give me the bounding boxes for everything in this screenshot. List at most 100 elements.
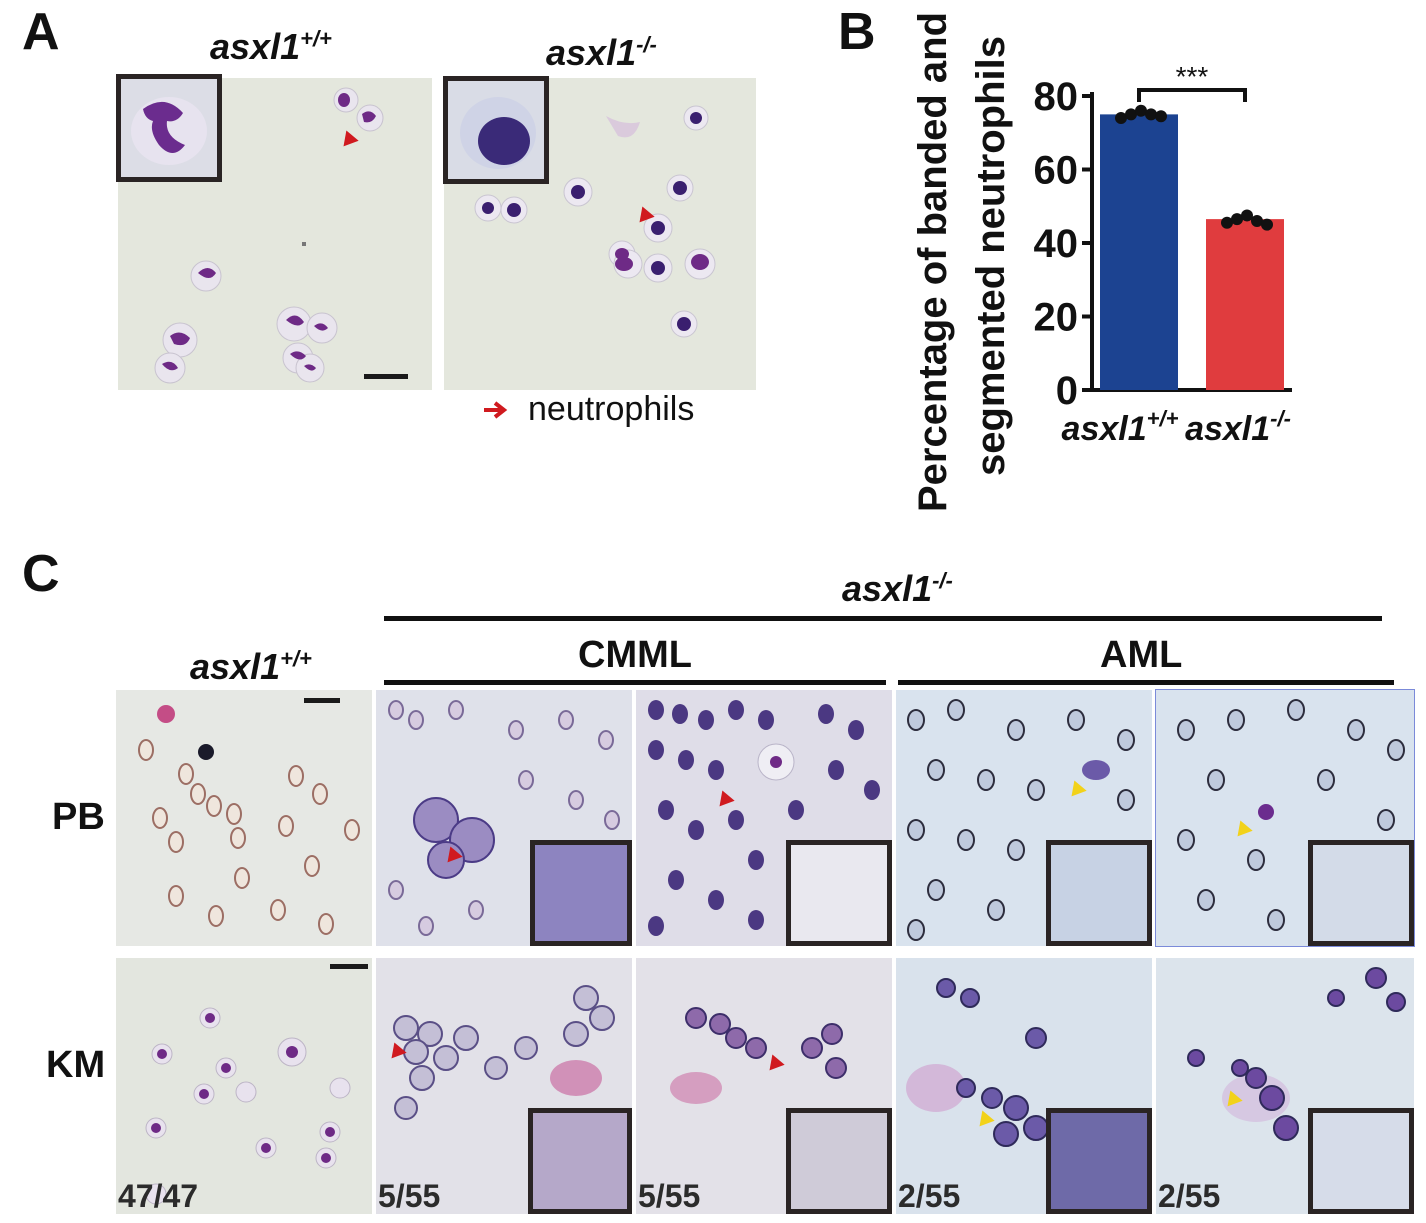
inset-pb-cmml-1 — [530, 840, 632, 946]
cells-km-aml-1 — [906, 978, 1049, 1147]
group-cmml-label: CMML — [578, 634, 692, 676]
micrograph-km-cmml-1 — [376, 958, 632, 1214]
y-tick-label: 0 — [1056, 369, 1078, 413]
data-point — [1115, 112, 1127, 125]
genotype-sup: -/- — [636, 32, 657, 57]
inset-pb-aml-1 — [1046, 840, 1152, 946]
cells-km-aml-2 — [1187, 967, 1406, 1141]
cells-pb-wt — [138, 705, 360, 935]
y-tick-label: 80 — [1034, 75, 1079, 119]
cells-a-wt — [154, 87, 384, 384]
x-tick-label: asxl1-/- — [1185, 406, 1291, 448]
inset-a-ko — [443, 76, 549, 184]
genotype-sup: -/- — [932, 568, 953, 593]
inset-cell — [460, 97, 536, 169]
arrow-marker — [1237, 820, 1253, 837]
cells-a-ko — [474, 105, 716, 338]
bar-chart: 0 20 40 60 80 *** asxl1+/+ asxl1-/- Percentage o… — [911, 12, 1292, 512]
data-point — [1135, 104, 1147, 117]
data-point — [1145, 108, 1157, 121]
bar-1 — [1206, 219, 1284, 390]
cmml-bracket-line — [384, 680, 886, 685]
data-point — [1241, 209, 1253, 222]
cells-pb-aml-1 — [907, 699, 1135, 941]
fraction-cmml-1: 5/55 — [378, 1178, 441, 1214]
gene-name: asxl1 — [190, 646, 281, 687]
significance-bracket — [1137, 88, 1247, 102]
genotype-sup: +/+ — [280, 646, 312, 671]
scale-bar — [364, 374, 408, 379]
row-label-pb: PB — [52, 796, 105, 838]
cells-pb-aml-2 — [1177, 699, 1405, 931]
arrow-marker — [639, 206, 655, 223]
arrow-marker — [1227, 1090, 1243, 1107]
y-tick-label: 20 — [1034, 296, 1079, 340]
significance-label: *** — [1176, 61, 1209, 92]
panel-a-wt-label: asxl1+/+ — [210, 26, 332, 68]
arrow-marker — [1071, 780, 1087, 797]
fraction-aml-2: 2/55 — [1158, 1178, 1221, 1214]
inset-cell — [131, 97, 207, 165]
inset-km-aml-2 — [1308, 1108, 1414, 1214]
panel-b-letter: B — [838, 3, 876, 61]
micrograph-km-aml-1 — [896, 958, 1152, 1214]
micrograph-km-wt — [116, 958, 372, 1214]
fraction-wt: 47/47 — [118, 1178, 199, 1214]
cells-km-wt — [145, 1007, 351, 1205]
micrograph-pb-aml-2 — [1155, 689, 1415, 947]
data-point — [1125, 108, 1137, 121]
row-label-km: KM — [46, 1044, 106, 1086]
inset-pb-cmml-2 — [786, 840, 892, 946]
arrow-marker — [447, 846, 463, 863]
micrograph-pb-wt — [116, 690, 372, 946]
panel-a-letter: A — [22, 3, 60, 61]
data-point — [1261, 218, 1273, 231]
fraction-aml-1: 2/55 — [898, 1178, 961, 1214]
gene-name: asxl1 — [546, 32, 637, 73]
scale-bar — [330, 964, 368, 969]
inset-pb-aml-2 — [1308, 840, 1414, 946]
inset-a-wt — [116, 74, 222, 182]
y-tick-label: 60 — [1034, 149, 1079, 193]
data-point — [1251, 214, 1263, 227]
scale-bar — [304, 698, 340, 703]
arrow-marker — [769, 1054, 785, 1071]
gene-name: asxl1 — [210, 26, 301, 67]
bar-0 — [1100, 114, 1178, 390]
group-aml-label: AML — [1100, 634, 1183, 676]
micrograph-pb-cmml-2 — [636, 690, 892, 946]
micrograph-pb-cmml-1 — [376, 690, 632, 946]
mutant-bracket-line — [384, 616, 1382, 621]
micrograph-pb-aml-1 — [896, 690, 1152, 946]
y-tick-label: 40 — [1034, 222, 1079, 266]
y-axis-label-line1: Percentage of banded and — [911, 12, 955, 512]
aml-bracket-line — [898, 680, 1394, 685]
legend-arrow-icon — [484, 401, 508, 419]
y-axis-label-line2: segmented neutrophils — [969, 36, 1013, 476]
arrow-marker — [343, 130, 359, 147]
cells-pb-cmml-1 — [388, 700, 620, 936]
gene-name: asxl1 — [842, 568, 933, 609]
data-point — [1221, 216, 1233, 229]
micrograph-km-cmml-2 — [636, 958, 892, 1214]
arrow-marker — [719, 790, 735, 807]
fraction-cmml-2: 5/55 — [638, 1178, 701, 1214]
data-point — [1155, 110, 1167, 123]
inset-km-aml-1 — [1046, 1108, 1152, 1214]
arrow-marker — [979, 1110, 995, 1127]
panel-c-wt-label: asxl1+/+ — [190, 646, 312, 688]
cells-km-cmml-2 — [670, 1007, 847, 1104]
arrow-marker — [391, 1042, 407, 1059]
panel-c-ko-label: asxl1-/- — [842, 568, 953, 610]
data-point — [1231, 213, 1243, 226]
inset-km-cmml-1 — [528, 1108, 632, 1214]
panel-a-ko-label: asxl1-/- — [546, 32, 657, 74]
legend-neutrophils: neutrophils — [528, 390, 695, 428]
micrograph-km-aml-2 — [1156, 958, 1414, 1214]
genotype-sup: +/+ — [300, 26, 332, 51]
panel-c-letter: C — [22, 545, 60, 603]
inset-km-cmml-2 — [786, 1108, 892, 1214]
cells-km-cmml-1 — [391, 985, 615, 1120]
x-tick-label: asxl1+/+ — [1062, 406, 1179, 448]
cells-pb-cmml-2 — [648, 700, 880, 936]
